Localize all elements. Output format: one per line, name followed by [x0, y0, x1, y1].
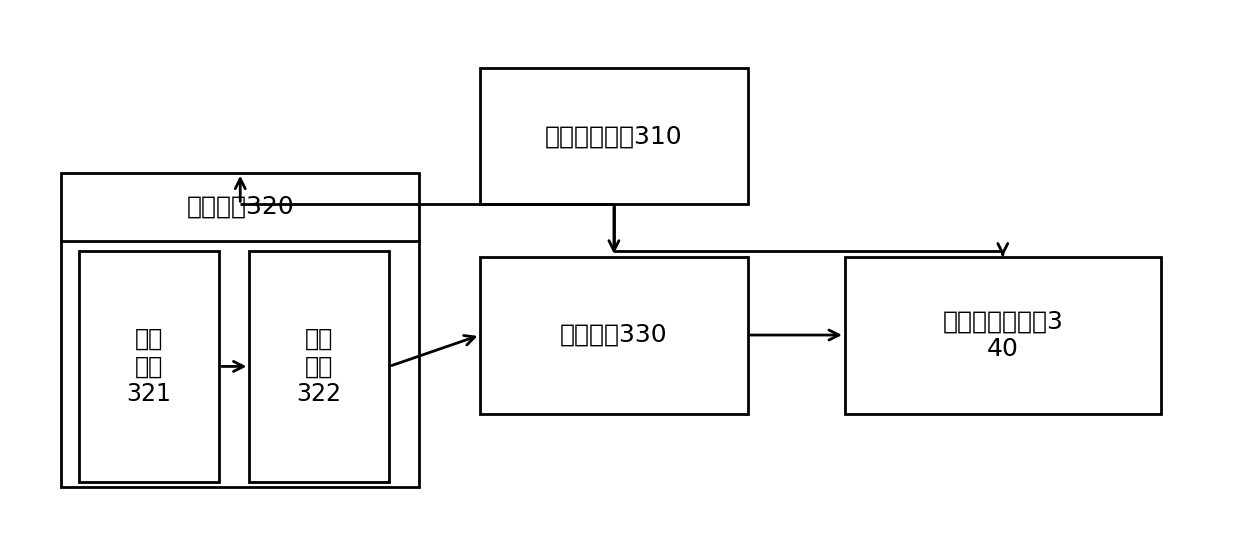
Text: 测控单元320: 测控单元320: [186, 195, 294, 219]
Bar: [480, 256, 748, 413]
Text: 双向变换器单元3
40: 双向变换器单元3 40: [942, 309, 1063, 361]
Bar: [61, 173, 419, 487]
Text: 控制
电路
322: 控制 电路 322: [296, 327, 342, 406]
Text: 驱动单元330: 驱动单元330: [560, 323, 667, 347]
Bar: [480, 68, 748, 204]
Bar: [844, 256, 1161, 413]
Text: 采样
电路
321: 采样 电路 321: [126, 327, 171, 406]
Bar: [249, 252, 389, 482]
Text: 辅助电源单元310: 辅助电源单元310: [546, 124, 683, 148]
Bar: [79, 252, 219, 482]
